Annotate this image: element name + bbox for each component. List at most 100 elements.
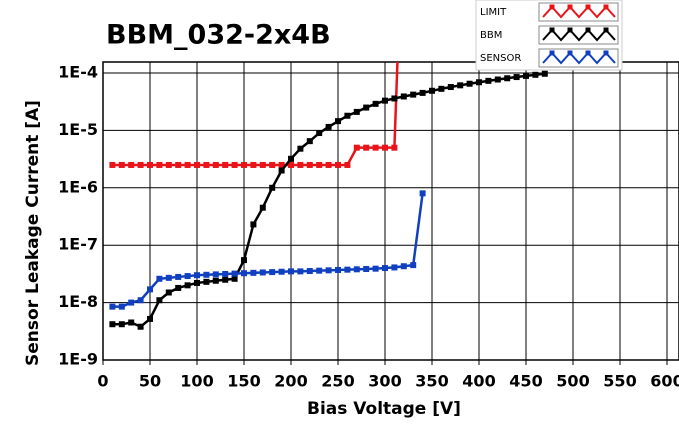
data-point — [212, 161, 219, 168]
data-point — [175, 284, 182, 291]
data-point — [541, 70, 548, 77]
data-point — [250, 269, 257, 276]
legend-label: LIMIT — [480, 7, 507, 18]
legend-marker — [567, 27, 573, 33]
data-point — [147, 286, 153, 293]
data-point — [297, 268, 304, 275]
data-point — [156, 297, 163, 304]
y-tick-label: 1E-7 — [58, 235, 98, 254]
data-point — [353, 108, 360, 115]
data-point — [165, 161, 172, 168]
data-point — [372, 100, 379, 107]
data-point — [194, 161, 200, 168]
legend-marker — [603, 4, 609, 10]
data-point — [523, 72, 529, 79]
data-point — [382, 97, 388, 104]
data-point — [175, 273, 182, 280]
chart-title: BBM_032-2x4B — [106, 20, 331, 51]
data-point — [297, 145, 304, 152]
data-point — [306, 268, 313, 275]
data-point — [494, 76, 501, 83]
x-axis-label: Bias Voltage [V] — [307, 399, 461, 419]
data-point — [353, 144, 360, 151]
data-point — [128, 299, 135, 306]
data-point — [184, 161, 191, 168]
data-point — [278, 161, 285, 168]
legend-label: SENSOR — [480, 53, 521, 64]
data-point — [325, 161, 332, 168]
data-point — [109, 161, 116, 168]
legend-marker — [549, 4, 555, 10]
data-point — [306, 138, 313, 145]
data-point — [335, 266, 341, 273]
legend-marker — [585, 27, 591, 33]
x-tick-label: 400 — [462, 372, 495, 391]
x-tick-label: 200 — [274, 372, 307, 391]
data-point — [184, 282, 191, 289]
data-point — [476, 79, 482, 86]
data-point — [137, 297, 144, 304]
data-point — [513, 74, 520, 81]
data-point — [147, 161, 153, 168]
data-point — [344, 161, 351, 168]
data-point — [194, 272, 200, 279]
data-point — [438, 85, 445, 92]
data-point — [109, 303, 116, 310]
data-point — [278, 268, 285, 275]
data-point — [278, 167, 285, 174]
x-tick-label: 50 — [139, 372, 161, 391]
data-point — [222, 276, 229, 283]
data-point — [137, 161, 144, 168]
data-point — [382, 265, 388, 272]
data-point — [372, 265, 379, 272]
data-point — [147, 315, 153, 322]
data-point — [372, 144, 379, 151]
y-axis-label: Sensor Leakage Current [A] — [23, 100, 43, 366]
data-point — [222, 270, 229, 277]
data-point — [363, 144, 370, 151]
y-tick-label: 1E-4 — [58, 63, 98, 82]
data-point — [118, 321, 125, 328]
data-point — [391, 95, 398, 102]
data-point — [410, 262, 417, 269]
x-tick-label: 450 — [509, 372, 542, 391]
data-point — [222, 161, 229, 168]
data-point — [231, 275, 238, 282]
data-point — [194, 279, 200, 286]
data-point — [250, 221, 257, 228]
x-tick-label: 0 — [97, 372, 108, 391]
x-tick-label: 300 — [368, 372, 401, 391]
data-point — [316, 130, 323, 137]
data-point — [306, 161, 313, 168]
data-point — [504, 75, 511, 82]
data-point — [184, 273, 191, 280]
data-point — [288, 155, 294, 162]
legend-marker — [567, 4, 573, 10]
data-point — [259, 161, 266, 168]
data-point — [382, 144, 388, 151]
data-point — [447, 84, 454, 91]
data-point — [288, 161, 294, 168]
data-point — [259, 204, 266, 211]
data-point — [118, 161, 125, 168]
legend-swatch — [542, 51, 616, 65]
legend-marker — [585, 50, 591, 56]
data-point — [118, 303, 125, 310]
data-point — [363, 265, 370, 272]
legend-marker — [549, 50, 555, 56]
data-point — [316, 161, 323, 168]
data-point — [396, 13, 402, 19]
y-tick-label: 1E-8 — [58, 292, 98, 311]
data-point — [391, 264, 398, 271]
data-point — [165, 289, 172, 296]
data-point — [128, 319, 135, 326]
legend-swatch — [542, 28, 616, 42]
data-point — [391, 144, 398, 151]
legend-entries: LIMIT BBM SENSOR — [480, 2, 619, 68]
data-point — [485, 77, 492, 84]
data-point — [203, 161, 210, 168]
data-point — [410, 91, 417, 98]
data-point — [335, 161, 341, 168]
data-point — [325, 123, 332, 130]
